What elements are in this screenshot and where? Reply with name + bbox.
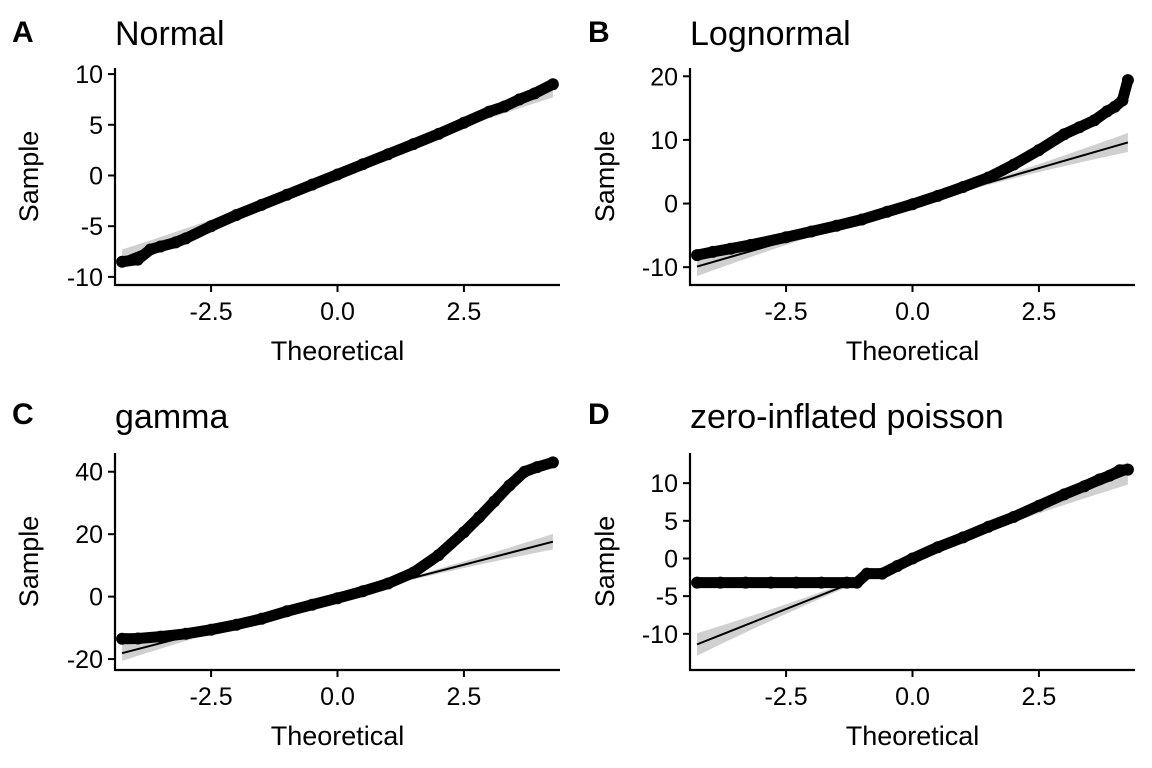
panel-a: A Normal -10 -5 0 5 10 -2.5 0.0 2.5 Theoretical Sam…	[12, 15, 560, 366]
sample-point	[815, 576, 828, 589]
x-tick-label: 0.0	[895, 683, 930, 711]
sample-point	[546, 456, 559, 469]
reference-line	[121, 87, 554, 260]
sample-point	[744, 238, 757, 251]
sample-point	[1121, 463, 1134, 476]
sample-point	[714, 576, 727, 589]
sample-point	[1032, 499, 1045, 512]
y-tick-label: 20	[650, 63, 678, 91]
sample-point	[764, 576, 777, 589]
sample-point	[691, 576, 704, 589]
sample-point	[407, 566, 420, 579]
sample-point	[1058, 128, 1071, 141]
y-axis-title: Sample	[14, 516, 44, 608]
y-tick-label: -10	[642, 254, 678, 282]
sample-point	[1121, 74, 1134, 87]
sample-point	[1116, 94, 1129, 107]
sample-point	[1007, 158, 1020, 171]
sample-point	[790, 576, 803, 589]
x-axis-title: Theoretical	[271, 336, 405, 366]
x-tick-label: -2.5	[765, 683, 808, 711]
y-tick-label: -5	[656, 583, 678, 611]
sample-point	[154, 630, 167, 643]
y-tick-label: 20	[75, 521, 103, 549]
y-axis-title: Sample	[590, 131, 620, 223]
panel-tag: D	[588, 398, 610, 431]
sample-point	[154, 240, 167, 253]
x-tick-label: 2.5	[1022, 298, 1057, 326]
y-tick-label: 0	[89, 584, 103, 612]
x-tick-label: 0.0	[320, 298, 355, 326]
sample-point	[457, 526, 470, 539]
y-tick-label: -20	[67, 646, 103, 674]
x-axis-title: Theoretical	[846, 336, 980, 366]
sample-point	[473, 511, 486, 524]
sample-point	[131, 632, 144, 645]
sample-point	[488, 495, 501, 508]
sample-point	[724, 242, 737, 255]
x-axis-title: Theoretical	[271, 721, 405, 751]
sample-point	[706, 245, 719, 258]
y-tick-label: 0	[664, 191, 678, 219]
x-tick-label: -2.5	[765, 298, 808, 326]
y-tick-label: 10	[650, 470, 678, 498]
y-tick-label: -10	[67, 264, 103, 292]
x-tick-label: 0.0	[320, 683, 355, 711]
panel-title: Normal	[115, 15, 225, 53]
sample-point-cloud	[116, 78, 559, 268]
y-tick-label: 0	[89, 162, 103, 190]
panel-title: gamma	[115, 398, 228, 436]
x-tick-label: 2.5	[447, 298, 482, 326]
sample-point-cloud	[691, 464, 1134, 589]
x-tick-label: 2.5	[1022, 683, 1057, 711]
panel-b: B Lognormal -10 0 10 20 -2.5 0.0 2.5 Theoretical S…	[588, 15, 1135, 366]
sample-point-cloud	[691, 74, 1134, 261]
panel-title: Lognormal	[690, 15, 851, 53]
y-tick-label: 5	[664, 508, 678, 536]
sample-point	[982, 171, 995, 184]
sample-point	[503, 479, 516, 492]
sample-point	[1088, 114, 1101, 127]
sample-point	[131, 253, 144, 266]
sample-point	[518, 465, 531, 478]
sample-point	[230, 618, 243, 631]
reference-line	[696, 141, 1129, 268]
sample-point	[1073, 121, 1086, 134]
sample-point	[531, 461, 544, 474]
sample-point	[691, 249, 704, 262]
y-tick-label: 5	[89, 112, 103, 140]
y-axis-title: Sample	[14, 131, 44, 223]
y-tick-label: 10	[75, 61, 103, 89]
y-tick-label: 10	[650, 127, 678, 155]
x-axis-title: Theoretical	[846, 721, 980, 751]
panel-title: zero-inflated poisson	[690, 398, 1004, 436]
sample-point	[432, 549, 445, 562]
y-axis-title: Sample	[590, 516, 620, 608]
reference-line	[121, 540, 554, 655]
panel-tag: A	[12, 16, 34, 49]
sample-point-cloud	[116, 456, 559, 645]
x-tick-label: 0.0	[895, 298, 930, 326]
sample-point	[546, 78, 559, 91]
sample-point	[116, 255, 129, 268]
sample-point	[739, 576, 752, 589]
y-tick-label: 0	[664, 545, 678, 573]
y-tick-label: -5	[81, 213, 103, 241]
panel-tag: B	[588, 16, 610, 49]
panel-tag: C	[12, 398, 34, 431]
x-tick-label: -2.5	[190, 683, 233, 711]
sample-point	[1032, 144, 1045, 157]
sample-point	[116, 632, 129, 645]
x-tick-label: 2.5	[447, 683, 482, 711]
y-tick-label: -10	[642, 621, 678, 649]
reference-line	[696, 472, 1129, 646]
y-tick-label: 40	[75, 459, 103, 487]
x-tick-label: -2.5	[190, 298, 233, 326]
